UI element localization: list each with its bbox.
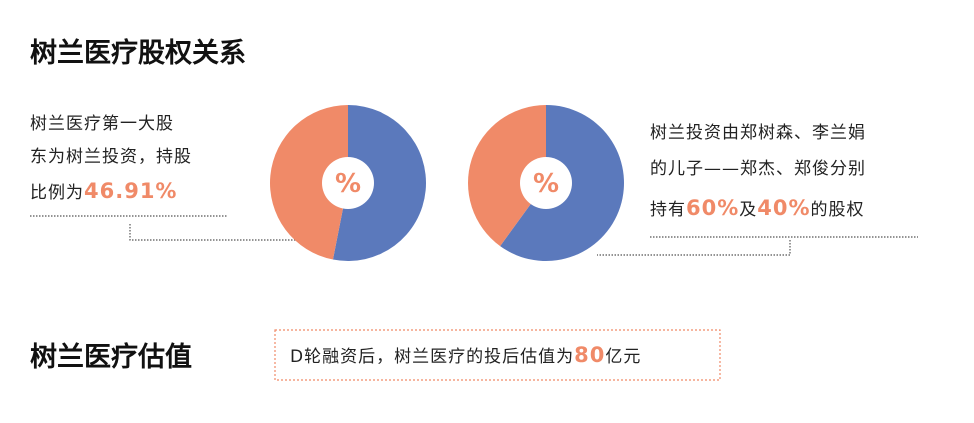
section-title: 树兰医疗股权关系 xyxy=(30,37,246,69)
highlight: 60% xyxy=(686,196,739,220)
center-label: % xyxy=(533,169,559,199)
section-title: 树兰医疗估值 xyxy=(30,341,192,373)
note-text: D轮融资后，树兰医疗的投后估值为 xyxy=(290,347,574,367)
note-line: 东为树兰投资，持股 xyxy=(30,147,192,167)
note-line: 树兰医疗第一大股 xyxy=(30,114,174,134)
center-hole xyxy=(520,157,572,209)
highlight: 46.91% xyxy=(84,179,177,203)
highlight: 40% xyxy=(757,196,810,220)
valuation-box xyxy=(274,329,721,381)
center-hole xyxy=(322,157,374,209)
leader-line xyxy=(129,224,325,241)
pie-slice xyxy=(332,105,426,261)
note-text: 及 xyxy=(739,200,757,220)
note-text: 的股权 xyxy=(811,200,865,220)
note-line: 树兰投资由郑树森、李兰娟 xyxy=(650,123,866,143)
note-line: 比例为46.91% xyxy=(30,179,177,203)
leader-line xyxy=(597,240,791,256)
note-line: 持有60%及40%的股权 xyxy=(650,196,865,220)
highlight: 80 xyxy=(574,343,605,367)
pie-slice xyxy=(468,105,546,247)
note-text: 持有 xyxy=(650,200,686,220)
valuation-text: D轮融资后，树兰医疗的投后估值为80亿元 xyxy=(290,343,641,367)
note-line: 的儿子——郑杰、郑俊分别 xyxy=(650,159,866,179)
center-label: % xyxy=(335,169,361,199)
pie-slice xyxy=(269,105,348,260)
note-text: 亿元 xyxy=(605,347,641,367)
note-text: 比例为 xyxy=(30,183,84,203)
